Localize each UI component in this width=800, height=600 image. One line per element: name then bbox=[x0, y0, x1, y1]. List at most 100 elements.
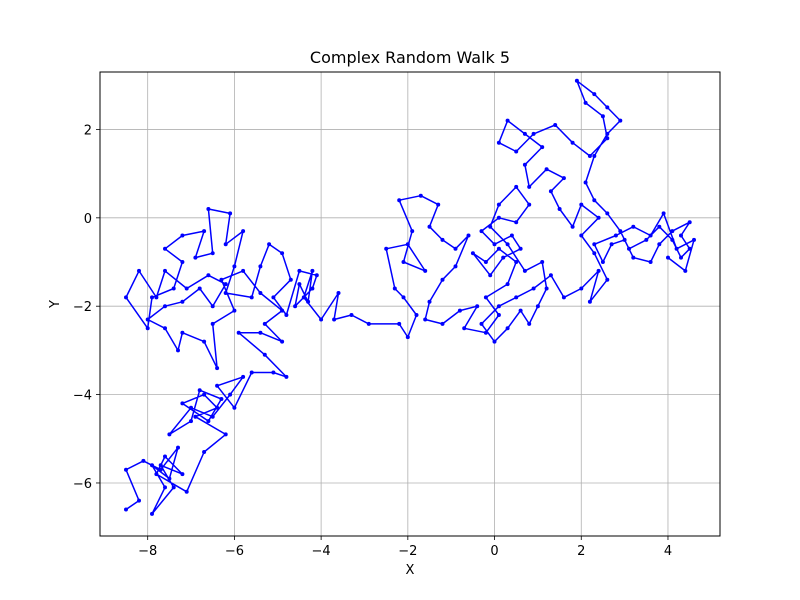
walk-point bbox=[154, 295, 159, 300]
walk-point bbox=[661, 211, 666, 216]
walk-point bbox=[683, 268, 688, 273]
walk-point bbox=[618, 229, 623, 234]
walk-point bbox=[210, 251, 215, 256]
walk-point bbox=[310, 286, 315, 291]
walk-point bbox=[215, 366, 220, 371]
walk-point bbox=[267, 242, 272, 247]
walk-point bbox=[613, 233, 618, 238]
y-tick-label: −6 bbox=[73, 477, 92, 492]
walk-point bbox=[462, 326, 467, 331]
walk-point bbox=[349, 313, 354, 317]
walk-point bbox=[518, 246, 523, 251]
walk-point bbox=[609, 242, 614, 247]
walk-point bbox=[514, 149, 519, 154]
walk-point bbox=[618, 118, 623, 123]
walk-point bbox=[679, 255, 683, 260]
walk-point bbox=[522, 268, 527, 273]
walk-point bbox=[405, 242, 410, 247]
walk-point bbox=[210, 321, 215, 326]
walk-point bbox=[531, 286, 536, 291]
walk-point bbox=[271, 295, 276, 300]
walk-point bbox=[288, 277, 293, 282]
y-tick-label: 0 bbox=[84, 212, 92, 227]
walk-point bbox=[150, 295, 154, 300]
walk-point bbox=[206, 207, 211, 211]
walk-point bbox=[366, 321, 371, 326]
walk-point bbox=[163, 326, 167, 331]
walk-point bbox=[579, 233, 584, 238]
walk-point bbox=[466, 233, 471, 238]
walk-point bbox=[397, 321, 402, 326]
walk-line bbox=[125, 80, 695, 515]
walk-point bbox=[470, 251, 475, 256]
walk-point bbox=[522, 131, 527, 136]
walk-point bbox=[496, 215, 501, 220]
walk-point bbox=[158, 463, 163, 468]
walk-point bbox=[674, 246, 679, 251]
walk-point bbox=[453, 264, 458, 269]
walk-point bbox=[583, 180, 588, 185]
walk-point bbox=[171, 286, 176, 291]
walk-point bbox=[176, 348, 180, 353]
walk-point bbox=[306, 299, 311, 304]
walk-point bbox=[423, 317, 428, 322]
walk-point bbox=[514, 220, 519, 225]
walk-point bbox=[596, 268, 601, 273]
walk-point bbox=[622, 237, 627, 242]
walk-point bbox=[232, 405, 237, 410]
walk-point bbox=[687, 220, 692, 225]
walk-point bbox=[527, 202, 532, 207]
walk-point bbox=[219, 397, 224, 401]
walk-point bbox=[592, 198, 597, 203]
y-axis-label: Y bbox=[48, 300, 63, 309]
walk-point bbox=[483, 295, 488, 300]
walk-point bbox=[210, 304, 215, 309]
walk-point bbox=[557, 207, 562, 211]
walk-point bbox=[570, 224, 575, 229]
walk-point bbox=[124, 467, 128, 472]
walk-point bbox=[215, 405, 220, 410]
walk-point bbox=[496, 140, 501, 145]
walk-point bbox=[319, 317, 324, 322]
walk-point bbox=[540, 145, 545, 150]
walk-point bbox=[410, 229, 415, 234]
walk-point bbox=[505, 282, 510, 287]
walk-point bbox=[600, 260, 605, 264]
walk-point bbox=[414, 313, 419, 317]
walk-point bbox=[223, 291, 228, 295]
walk-point bbox=[184, 489, 189, 494]
walk-point bbox=[271, 370, 276, 375]
walk-point bbox=[587, 299, 592, 304]
walk-point bbox=[501, 255, 506, 260]
x-tick-label: 0 bbox=[490, 544, 498, 559]
walk-point bbox=[163, 485, 167, 490]
walk-point bbox=[223, 242, 228, 247]
walk-point bbox=[505, 326, 510, 331]
series-walk bbox=[124, 78, 696, 516]
walk-point bbox=[605, 211, 610, 216]
walk-point bbox=[492, 242, 497, 247]
walk-point bbox=[176, 445, 180, 450]
walk-point bbox=[241, 229, 246, 234]
walk-point bbox=[644, 237, 649, 242]
walk-point bbox=[232, 308, 237, 313]
walk-point bbox=[479, 321, 484, 326]
walk-point bbox=[631, 224, 636, 229]
plot-frame bbox=[99, 71, 721, 537]
y-tick-label: −4 bbox=[73, 389, 92, 404]
walk-point bbox=[193, 255, 198, 260]
walk-point bbox=[293, 304, 298, 309]
walk-point bbox=[206, 419, 211, 424]
walk-point bbox=[241, 374, 246, 379]
walk-point bbox=[579, 202, 584, 207]
walk-point bbox=[180, 472, 185, 477]
walk-point bbox=[687, 246, 692, 251]
y-tick-label: 2 bbox=[84, 123, 92, 138]
walk-point bbox=[171, 485, 176, 490]
walk-point bbox=[180, 233, 185, 238]
walk-point bbox=[392, 286, 397, 291]
walk-point bbox=[657, 224, 662, 229]
walk-point bbox=[548, 273, 553, 278]
walk-point bbox=[631, 255, 636, 260]
walk-point bbox=[405, 335, 410, 340]
